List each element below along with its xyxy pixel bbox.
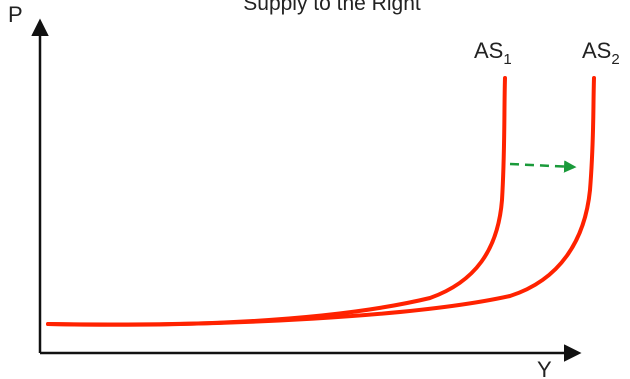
as1-curve — [46, 76, 507, 327]
as2-label-subscript: 2 — [611, 51, 619, 68]
diagram-title: Supply to the Right — [243, 0, 421, 15]
as1-label-name: AS — [474, 38, 503, 63]
y-axis-label: P — [8, 2, 23, 27]
as1-label-subscript: 1 — [503, 51, 511, 68]
as2-curve — [46, 76, 596, 327]
shift-arrow — [509, 160, 577, 173]
as1-label: AS1 — [474, 38, 512, 68]
x-axis-label: Y — [537, 357, 552, 379]
as2-label: AS2 — [582, 38, 620, 68]
as2-label-name: AS — [582, 38, 611, 63]
